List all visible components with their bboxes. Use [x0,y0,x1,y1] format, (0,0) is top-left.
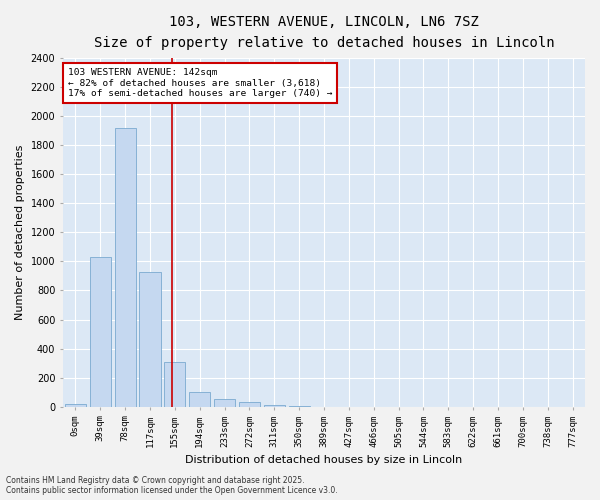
Bar [89,257,111,407]
X-axis label: Distribution of detached houses by size in Lincoln: Distribution of detached houses by size … [185,455,463,465]
Bar [189,392,210,407]
Y-axis label: Number of detached properties: Number of detached properties [15,144,25,320]
Bar [115,128,136,407]
Bar [239,402,260,407]
Text: Contains HM Land Registry data © Crown copyright and database right 2025.
Contai: Contains HM Land Registry data © Crown c… [6,476,338,495]
Title: 103, WESTERN AVENUE, LINCOLN, LN6 7SZ
Size of property relative to detached hous: 103, WESTERN AVENUE, LINCOLN, LN6 7SZ Si… [94,15,554,50]
Bar [139,272,161,407]
Bar [65,404,86,407]
Bar [214,399,235,407]
Bar [263,404,285,407]
Bar [164,362,185,407]
Text: 103 WESTERN AVENUE: 142sqm
← 82% of detached houses are smaller (3,618)
17% of s: 103 WESTERN AVENUE: 142sqm ← 82% of deta… [68,68,332,98]
